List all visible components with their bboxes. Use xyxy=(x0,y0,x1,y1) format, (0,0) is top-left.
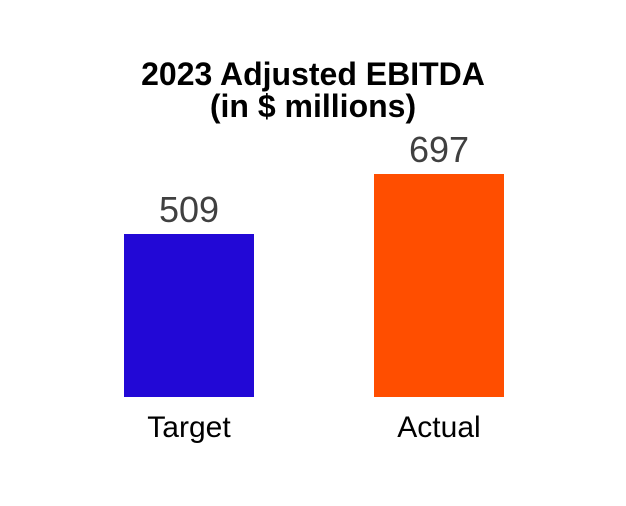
bar-target xyxy=(124,234,254,397)
category-label-target: Target xyxy=(147,411,231,444)
bar-group-actual: 697 xyxy=(374,129,504,397)
bar-group-target: 509 xyxy=(124,189,254,397)
category-label-actual: Actual xyxy=(397,411,481,444)
value-label-actual: 697 xyxy=(408,129,470,170)
bar-actual xyxy=(374,174,504,397)
value-label-target: 509 xyxy=(158,189,220,230)
chart-title: 2023 Adjusted EBITDA (in $ millions) xyxy=(0,58,626,122)
chart-title-line-2: (in $ millions) xyxy=(209,88,417,124)
chart-title-line-1: 2023 Adjusted EBITDA xyxy=(141,56,485,92)
